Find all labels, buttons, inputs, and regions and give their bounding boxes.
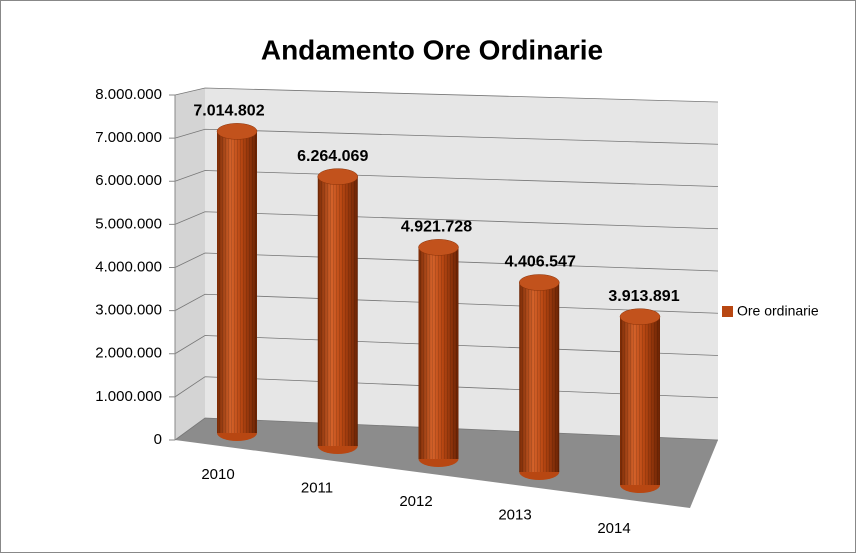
x-tick-label: 2011 — [301, 479, 333, 496]
value-label: 7.014.802 — [193, 103, 264, 120]
y-tick-label: 8.000.000 — [95, 86, 162, 103]
bar-texture — [519, 282, 560, 472]
cylinder-top — [317, 168, 358, 185]
cylinder-top — [418, 239, 459, 256]
cylinder-top — [519, 274, 560, 291]
x-tick-label: 2012 — [399, 493, 432, 510]
value-label: 3.913.891 — [608, 288, 679, 305]
grid-line — [174, 252, 719, 272]
y-tick-label: 0 — [154, 431, 162, 448]
x-tick-label: 2010 — [201, 466, 234, 483]
cylinder-top — [619, 308, 661, 325]
y-tick-label: 4.000.000 — [95, 258, 162, 275]
value-label: 4.921.728 — [401, 219, 472, 236]
y-tick-label: 1.000.000 — [95, 388, 162, 405]
bar-texture — [217, 131, 257, 433]
y-tick-label: 6.000.000 — [95, 172, 162, 189]
y-tick-label: 7.000.000 — [95, 129, 162, 146]
bar-texture — [620, 316, 660, 485]
y-tick-label: 5.000.000 — [95, 215, 162, 232]
y-tick-label: 3.000.000 — [95, 302, 162, 319]
bar-texture — [317, 176, 358, 447]
value-label: 4.406.547 — [505, 254, 576, 271]
chart-title: Andamento Ore Ordinarie — [261, 34, 603, 65]
grid-line — [174, 170, 719, 187]
bar-texture — [418, 247, 459, 459]
legend-label: Ore ordinarie — [737, 303, 819, 319]
legend-swatch — [722, 306, 733, 317]
side-wall — [175, 88, 205, 440]
cylinder-top — [216, 123, 258, 140]
x-tick-label: 2014 — [597, 520, 630, 537]
x-tick-label: 2013 — [498, 506, 531, 523]
grid-line — [174, 211, 719, 230]
grid-line — [174, 128, 719, 145]
grid-line — [174, 87, 719, 103]
value-label: 6.264.069 — [297, 148, 368, 165]
y-tick-label: 2.000.000 — [95, 345, 162, 362]
